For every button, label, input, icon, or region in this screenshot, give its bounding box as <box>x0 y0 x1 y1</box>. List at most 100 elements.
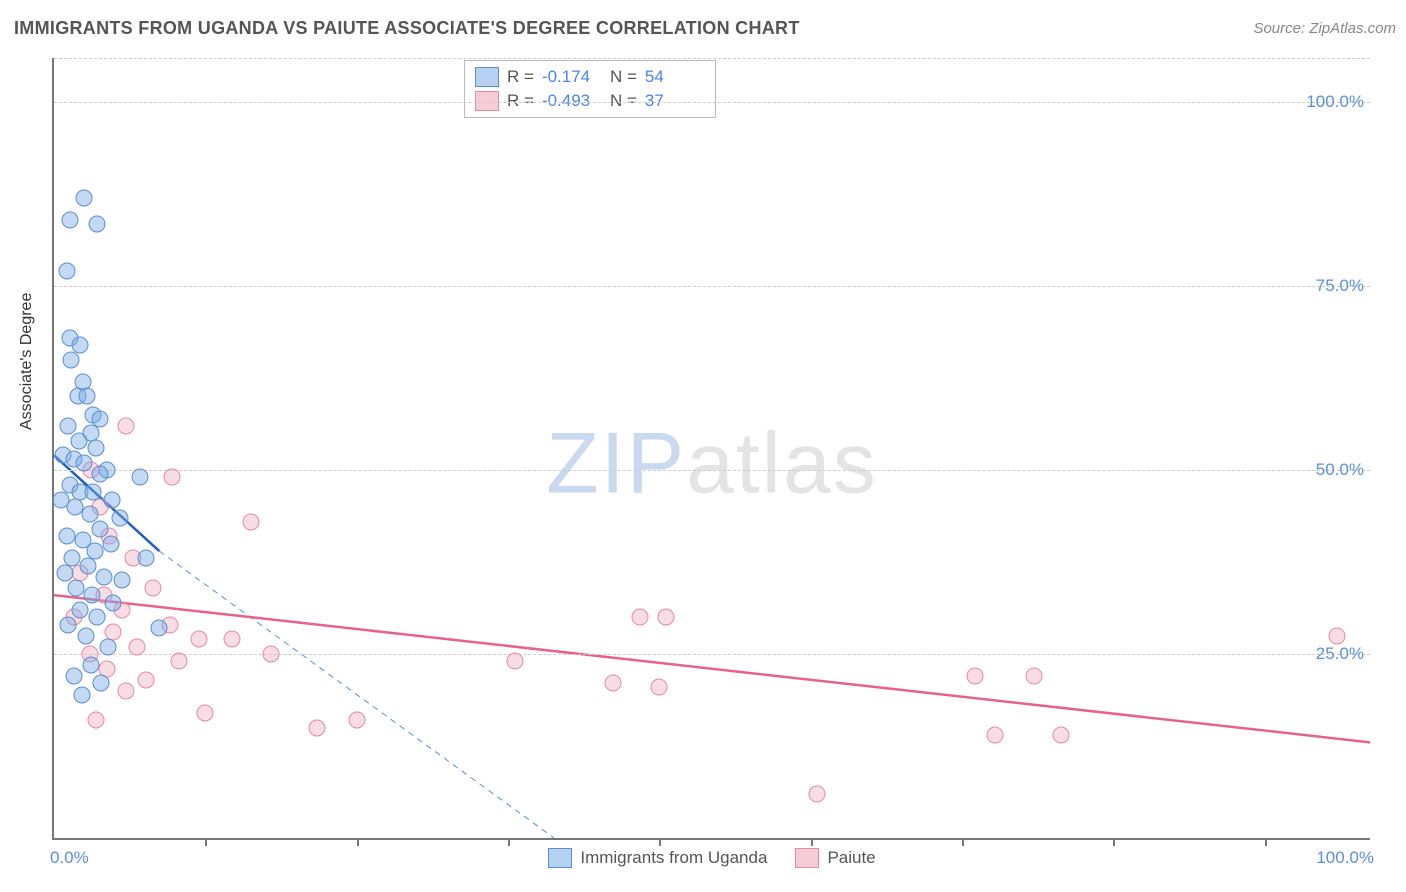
x-tick <box>811 838 813 846</box>
series-a-point <box>60 616 77 633</box>
series-a-point <box>63 351 80 368</box>
series-a-point <box>99 638 116 655</box>
series-b-point <box>1026 668 1043 685</box>
series-a-point <box>131 469 148 486</box>
series-a-point <box>72 601 89 618</box>
grid-line <box>54 286 1370 287</box>
series-a-point <box>85 484 102 501</box>
series-a-point <box>82 657 99 674</box>
series-a-point <box>92 520 109 537</box>
y-tick-label: 50.0% <box>1316 460 1364 480</box>
n-label: N = <box>610 91 637 111</box>
chart-title: IMMIGRANTS FROM UGANDA VS PAIUTE ASSOCIA… <box>14 18 800 39</box>
series-a-point <box>102 535 119 552</box>
series-b-point <box>144 579 161 596</box>
y-tick-label: 25.0% <box>1316 644 1364 664</box>
series-a-point <box>89 609 106 626</box>
chart-plot-area: ZIPatlas R =-0.174N =54R =-0.493N =37 0.… <box>52 58 1370 840</box>
watermark-atlas: atlas <box>686 415 878 511</box>
series-b-point <box>1052 726 1069 743</box>
series-b-point <box>986 726 1003 743</box>
series-b-point <box>605 675 622 692</box>
series-a-point <box>80 557 97 574</box>
series-a-point <box>78 388 95 405</box>
series-a-point <box>88 440 105 457</box>
series-b-point <box>506 653 523 670</box>
x-tick <box>1113 838 1115 846</box>
series-b-point <box>171 653 188 670</box>
source-label: Source: ZipAtlas.com <box>1253 20 1396 37</box>
grid-line <box>54 102 1370 103</box>
series-a-point <box>61 211 78 228</box>
series-b-point <box>223 631 240 648</box>
n-label: N = <box>610 67 637 87</box>
x-tick <box>357 838 359 846</box>
series-b-point <box>651 679 668 696</box>
series-a-point <box>138 550 155 567</box>
grid-line <box>54 58 1370 59</box>
series-a-point <box>114 572 131 589</box>
series-a-point <box>84 587 101 604</box>
legend-swatch <box>548 848 572 868</box>
r-label: R = <box>507 67 534 87</box>
series-b-point <box>263 646 280 663</box>
series-a-point <box>76 189 93 206</box>
series-a-point <box>111 509 128 526</box>
grid-line <box>54 470 1370 471</box>
r-value: -0.493 <box>542 91 602 111</box>
series-b-point <box>128 638 145 655</box>
watermark: ZIPatlas <box>546 414 877 513</box>
x-tick <box>205 838 207 846</box>
n-value: 54 <box>645 67 705 87</box>
series-b-point <box>243 513 260 530</box>
x-tick <box>659 838 661 846</box>
series-a-point <box>68 579 85 596</box>
trend-lines <box>54 58 1370 838</box>
legend-item: Paiute <box>795 848 875 868</box>
series-a-point <box>73 686 90 703</box>
series-b-point <box>309 719 326 736</box>
legend-stat-row: R = -0.493 N = 37 <box>475 89 705 113</box>
series-a-point <box>56 565 73 582</box>
series-a-point <box>103 491 120 508</box>
legend-label: Paiute <box>827 848 875 868</box>
y-tick-label: 100.0% <box>1306 92 1364 112</box>
x-tick <box>962 838 964 846</box>
series-a-point <box>81 506 98 523</box>
legend-swatch <box>475 67 499 87</box>
y-tick-label: 75.0% <box>1316 276 1364 296</box>
legend-swatch <box>475 91 499 111</box>
series-b-point <box>197 704 214 721</box>
series-a-point <box>93 675 110 692</box>
series-a-point <box>59 528 76 545</box>
r-label: R = <box>507 91 534 111</box>
series-a-point <box>89 215 106 232</box>
legend-stats: R = -0.174 N = 54 R = -0.493 N = 37 <box>464 60 716 118</box>
series-a-point <box>71 432 88 449</box>
series-a-point <box>76 454 93 471</box>
series-a-point <box>60 417 77 434</box>
legend-series: Immigrants from Uganda Paiute <box>54 848 1370 868</box>
series-a-point <box>77 627 94 644</box>
series-b-point <box>809 785 826 802</box>
r-value: -0.174 <box>542 67 602 87</box>
grid-line <box>54 654 1370 655</box>
series-b-point <box>967 668 984 685</box>
legend-swatch <box>795 848 819 868</box>
legend-label: Immigrants from Uganda <box>580 848 767 868</box>
series-b-point <box>190 631 207 648</box>
legend-item: Immigrants from Uganda <box>548 848 767 868</box>
series-a-point <box>65 668 82 685</box>
x-tick <box>1265 838 1267 846</box>
series-b-point <box>138 671 155 688</box>
series-b-point <box>118 417 135 434</box>
series-a-point <box>96 568 113 585</box>
y-axis-label: Associate's Degree <box>18 293 36 430</box>
series-a-point <box>151 620 168 637</box>
n-value: 37 <box>645 91 705 111</box>
series-a-point <box>59 263 76 280</box>
legend-stat-row: R = -0.174 N = 54 <box>475 65 705 89</box>
series-b-point <box>657 609 674 626</box>
series-b-point <box>348 712 365 729</box>
watermark-zip: ZIP <box>546 415 686 511</box>
